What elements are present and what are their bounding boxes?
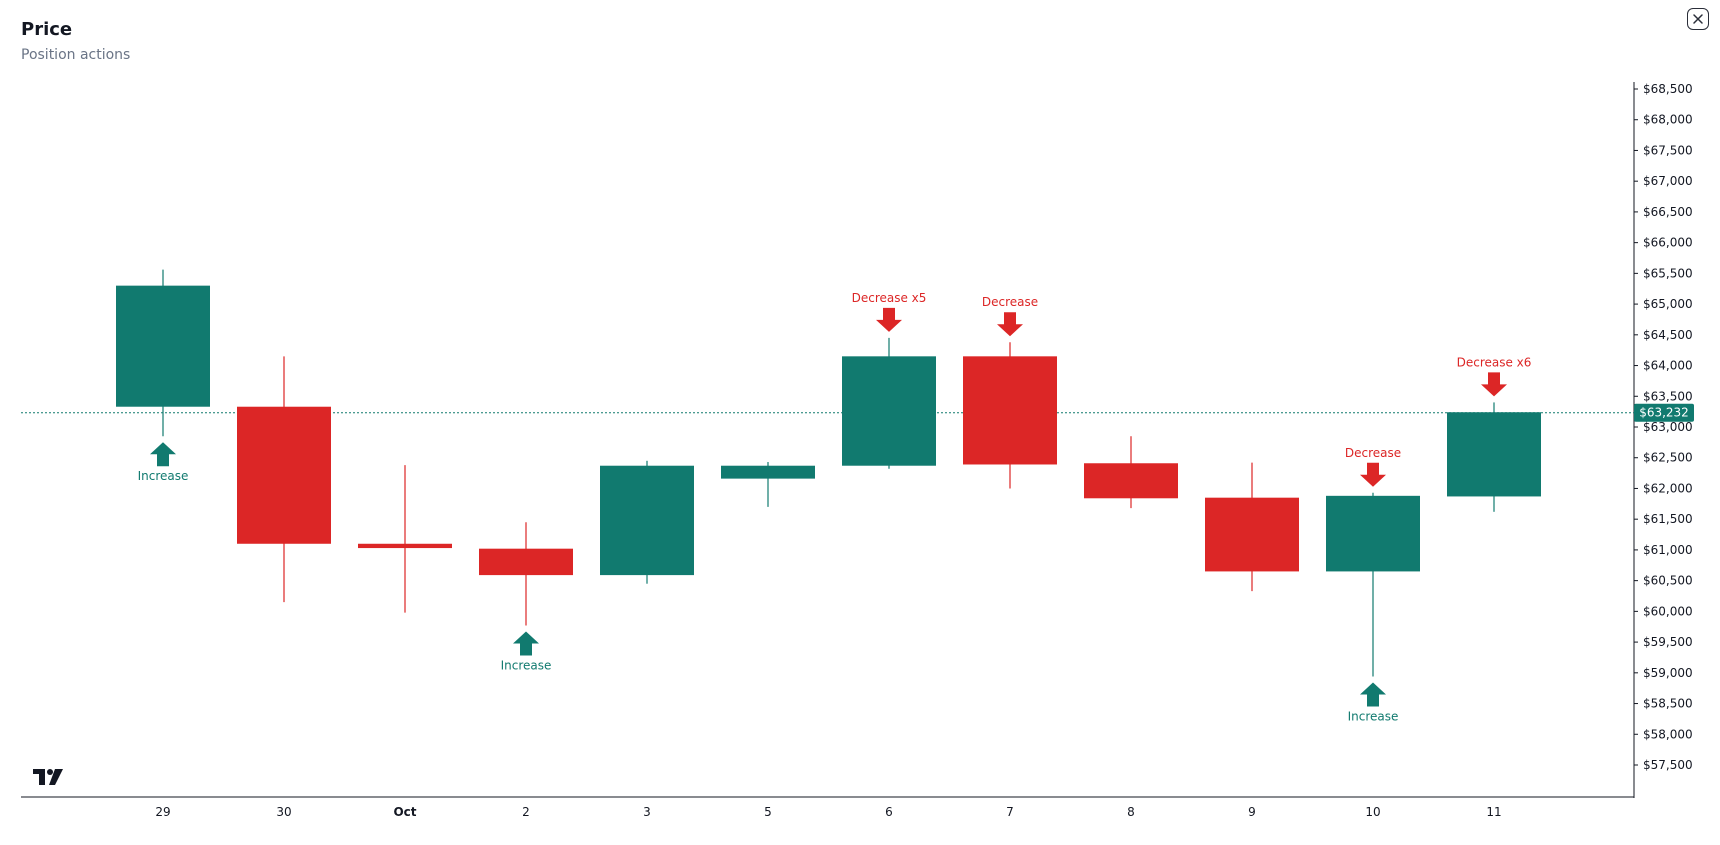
y-tick-label: $57,500 (1643, 758, 1693, 772)
x-tick-label: 3 (643, 805, 651, 819)
y-tick-label: $67,500 (1643, 143, 1693, 157)
candle[interactable] (358, 465, 452, 613)
arrow-down-icon (876, 307, 902, 332)
y-tick-label: $58,500 (1643, 697, 1693, 711)
arrow-down-icon (997, 312, 1023, 337)
y-tick-label: $67,000 (1643, 174, 1693, 188)
marker-label: Decrease (1345, 446, 1401, 460)
increase-marker[interactable]: Increase (138, 442, 189, 483)
x-tick-label: 8 (1127, 805, 1135, 819)
y-tick-label: $61,000 (1643, 543, 1693, 557)
decrease-marker[interactable]: Decrease (1345, 446, 1401, 487)
candle[interactable] (1447, 402, 1541, 512)
x-tick-label: 7 (1006, 805, 1014, 819)
candle-body (1326, 495, 1420, 572)
x-tick-label: 2 (522, 805, 530, 819)
chart-header: Price Position actions (21, 18, 130, 64)
y-tick-label: $62,000 (1643, 481, 1693, 495)
decrease-marker[interactable]: Decrease x6 (1457, 355, 1532, 397)
candle[interactable] (1326, 492, 1420, 677)
candle[interactable] (237, 356, 331, 603)
y-axis-ticks: $68,500 $68,000 $67,500 $67,000 $66,500 $66,0… (1634, 82, 1693, 772)
position-markers: Increase Increase Decrease x5 Decrease Decre… (138, 291, 1532, 724)
arrow-down-icon (1360, 462, 1386, 487)
x-tick-label: 9 (1248, 805, 1256, 819)
y-tick-label: $60,000 (1643, 604, 1693, 618)
candle-body (358, 543, 452, 549)
marker-label: Decrease x5 (852, 291, 927, 305)
candle-body (1205, 497, 1299, 572)
y-tick-label: $65,500 (1643, 266, 1693, 280)
candle-body (1447, 412, 1541, 497)
y-tick-label: $58,000 (1643, 727, 1693, 741)
candle-body (479, 548, 573, 576)
candle[interactable] (116, 269, 210, 437)
y-tick-label: $68,000 (1643, 113, 1693, 127)
x-tick-label: Oct (393, 805, 416, 819)
candle[interactable] (600, 460, 694, 584)
candle[interactable] (479, 522, 573, 626)
y-tick-label: $66,000 (1643, 236, 1693, 250)
y-tick-label: $62,500 (1643, 451, 1693, 465)
current-price-label: $63,232 (1639, 406, 1689, 420)
candle-body (237, 406, 331, 544)
arrow-up-icon (1360, 682, 1386, 707)
x-axis-ticks: 29 30 Oct 2 3 5 6 7 8 9 10 11 (155, 805, 1501, 819)
marker-label: Decrease x6 (1457, 355, 1532, 369)
candle[interactable] (963, 342, 1057, 489)
current-price-badge (1634, 403, 1694, 422)
marker-label: Decrease (982, 295, 1038, 309)
y-tick-label: $64,000 (1643, 359, 1693, 373)
y-tick-label: $60,500 (1643, 574, 1693, 588)
y-tick-label: $63,500 (1643, 389, 1693, 403)
candle[interactable] (721, 462, 815, 507)
increase-marker[interactable]: Increase (1348, 682, 1399, 724)
chart-title: Price (21, 19, 73, 40)
close-icon (1693, 14, 1703, 24)
arrow-up-icon (513, 631, 539, 656)
candle[interactable] (1084, 436, 1178, 509)
candle[interactable] (842, 337, 936, 469)
decrease-marker[interactable]: Decrease (982, 295, 1038, 337)
marker-label: Increase (501, 658, 552, 672)
increase-marker[interactable]: Increase (501, 631, 552, 672)
y-tick-label: $61,500 (1643, 512, 1693, 526)
x-tick-label: 10 (1365, 805, 1380, 819)
candle-body (842, 356, 936, 466)
y-tick-label: $59,000 (1643, 666, 1693, 680)
candle-body (721, 465, 815, 479)
y-tick-label: $63,000 (1643, 420, 1693, 434)
marker-label: Increase (1348, 710, 1399, 724)
candle-body (116, 285, 210, 407)
arrow-down-icon (1481, 372, 1507, 397)
x-tick-label: 30 (276, 805, 291, 819)
arrow-up-icon (150, 442, 176, 467)
candles (116, 269, 1541, 677)
candle[interactable] (1205, 462, 1299, 592)
x-tick-label: 11 (1486, 805, 1501, 819)
close-button[interactable] (1687, 8, 1709, 30)
y-tick-label: $65,000 (1643, 297, 1693, 311)
y-tick-label: $59,500 (1643, 635, 1693, 649)
candle-body (1084, 463, 1178, 499)
x-tick-label: 5 (764, 805, 772, 819)
y-tick-label: $64,500 (1643, 328, 1693, 342)
x-tick-label: 29 (155, 805, 170, 819)
marker-label: Increase (138, 469, 189, 483)
y-tick-label: $66,500 (1643, 205, 1693, 219)
x-tick-label: 6 (885, 805, 893, 819)
candle-body (963, 356, 1057, 465)
candle-body (600, 465, 694, 576)
tradingview-logo[interactable] (33, 769, 63, 785)
y-tick-label: $68,500 (1643, 82, 1693, 96)
chart-subtitle: Position actions (21, 47, 131, 63)
decrease-marker[interactable]: Decrease x5 (852, 291, 927, 332)
